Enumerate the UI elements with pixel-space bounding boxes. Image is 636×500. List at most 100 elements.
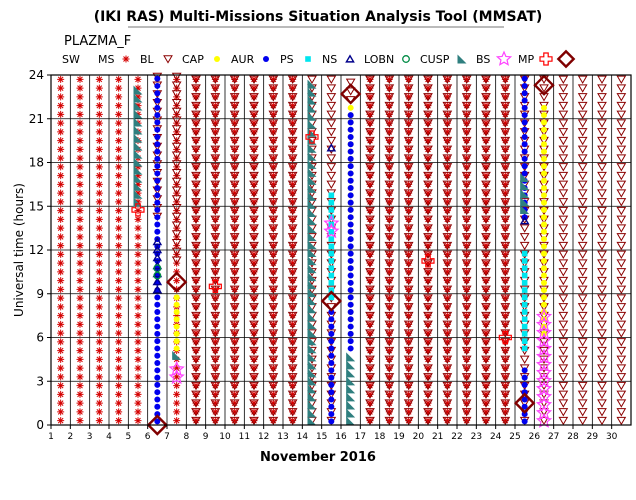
marker-bl	[210, 136, 221, 146]
chart-subtitle: PLAZMA_F	[64, 34, 131, 49]
marker-ms	[134, 268, 142, 276]
marker-ps	[521, 280, 528, 286]
marker-aur	[347, 214, 354, 221]
marker-bl	[191, 163, 201, 172]
marker-bl	[461, 294, 472, 303]
marker-bl	[597, 311, 607, 321]
marker-bl	[616, 338, 627, 347]
marker-bl	[558, 373, 569, 382]
marker-cusp	[133, 133, 143, 143]
marker-bl	[365, 399, 375, 408]
marker-bl	[423, 189, 433, 198]
marker-bl	[210, 84, 221, 93]
marker-bl	[423, 163, 433, 172]
marker-aur	[521, 104, 528, 111]
marker-aur	[328, 418, 335, 425]
marker-bl	[229, 189, 240, 198]
marker-aur	[154, 126, 161, 133]
marker-cusp	[133, 101, 143, 111]
marker-bl	[191, 154, 201, 163]
marker-bl	[191, 250, 201, 259]
marker-ms	[134, 233, 142, 241]
x-tick-label: 11	[239, 432, 250, 442]
marker-bl	[597, 75, 607, 84]
marker-bl	[577, 250, 588, 259]
marker-bl	[616, 180, 627, 189]
marker-bl	[616, 136, 627, 146]
marker-ms	[57, 250, 65, 258]
marker-bl	[403, 241, 414, 251]
marker-bl	[384, 338, 395, 347]
marker-bl	[481, 355, 491, 364]
marker-bl	[423, 215, 433, 224]
marker-bl	[403, 285, 414, 294]
marker-aur	[347, 345, 354, 352]
marker-cap	[541, 265, 547, 272]
marker-bl	[481, 163, 491, 172]
marker-bl	[229, 110, 240, 119]
marker-bl	[210, 303, 221, 312]
marker-ms	[76, 207, 84, 215]
marker-aur	[521, 155, 528, 162]
marker-ms	[57, 347, 65, 355]
marker-bl	[403, 259, 414, 268]
marker-bl	[597, 224, 607, 233]
marker-aur	[347, 265, 354, 272]
marker-bl	[384, 154, 395, 163]
marker-bl	[558, 128, 569, 137]
marker-lobn	[153, 271, 162, 280]
marker-ms	[57, 320, 65, 328]
marker-bl	[287, 101, 298, 111]
marker-bl	[519, 241, 530, 251]
marker-bl	[423, 338, 433, 347]
marker-bl	[171, 72, 182, 82]
x-tick-label: 25	[509, 432, 520, 442]
marker-cap	[541, 272, 547, 279]
marker-bl	[558, 198, 569, 207]
x-tick-label: 30	[606, 432, 618, 442]
marker-bl	[577, 355, 588, 364]
marker-bl	[577, 171, 588, 181]
marker-bl	[481, 390, 491, 399]
marker-cusp	[520, 197, 530, 207]
marker-bl	[268, 93, 279, 102]
marker-bl	[403, 390, 414, 399]
marker-bl	[481, 408, 491, 417]
marker-bl	[384, 163, 395, 172]
marker-bl	[287, 163, 298, 172]
marker-bl	[442, 294, 453, 303]
marker-aur	[154, 214, 161, 221]
marker-ms	[57, 137, 65, 145]
marker-cusp	[307, 183, 317, 193]
marker-bl	[384, 233, 395, 242]
marker-bl	[539, 84, 549, 93]
marker-ps	[521, 265, 528, 272]
marker-bl	[384, 215, 395, 224]
marker-bs	[535, 308, 553, 324]
marker-bl	[249, 93, 259, 102]
marker-bl	[558, 399, 569, 408]
marker-bl	[249, 416, 259, 426]
marker-bl	[403, 276, 414, 286]
marker-bl	[403, 128, 414, 137]
marker-bl	[461, 416, 472, 426]
marker-bl	[577, 119, 588, 128]
marker-bl	[384, 224, 395, 233]
marker-bl	[616, 93, 627, 102]
marker-bl	[365, 75, 375, 84]
marker-ms	[95, 320, 103, 328]
marker-aur	[154, 163, 161, 170]
marker-bl	[597, 285, 607, 294]
marker-ms	[76, 417, 84, 425]
marker-ms	[115, 312, 123, 320]
marker-cusp	[307, 87, 317, 97]
marker-bl	[539, 416, 549, 426]
marker-bl	[558, 250, 569, 259]
marker-ps	[328, 236, 335, 242]
marker-cusp	[133, 109, 143, 119]
marker-ms	[76, 110, 84, 118]
legend-marker-ps	[305, 56, 311, 62]
marker-aur	[328, 396, 335, 403]
marker-bl	[249, 136, 259, 146]
marker-ms	[76, 268, 84, 276]
